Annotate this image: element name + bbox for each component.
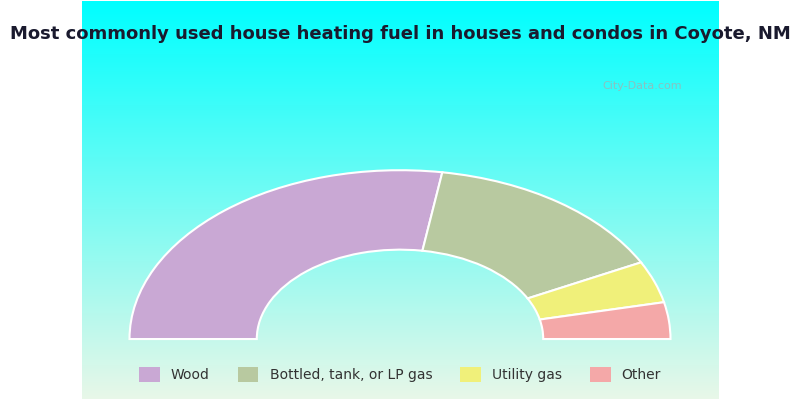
Wedge shape (130, 170, 442, 339)
Text: City-Data.com: City-Data.com (602, 81, 682, 91)
Wedge shape (527, 262, 664, 320)
Wedge shape (540, 302, 670, 339)
Legend: Wood, Bottled, tank, or LP gas, Utility gas, Other: Wood, Bottled, tank, or LP gas, Utility … (134, 362, 666, 388)
Wedge shape (422, 172, 641, 298)
Text: Most commonly used house heating fuel in houses and condos in Coyote, NM: Most commonly used house heating fuel in… (10, 25, 790, 43)
